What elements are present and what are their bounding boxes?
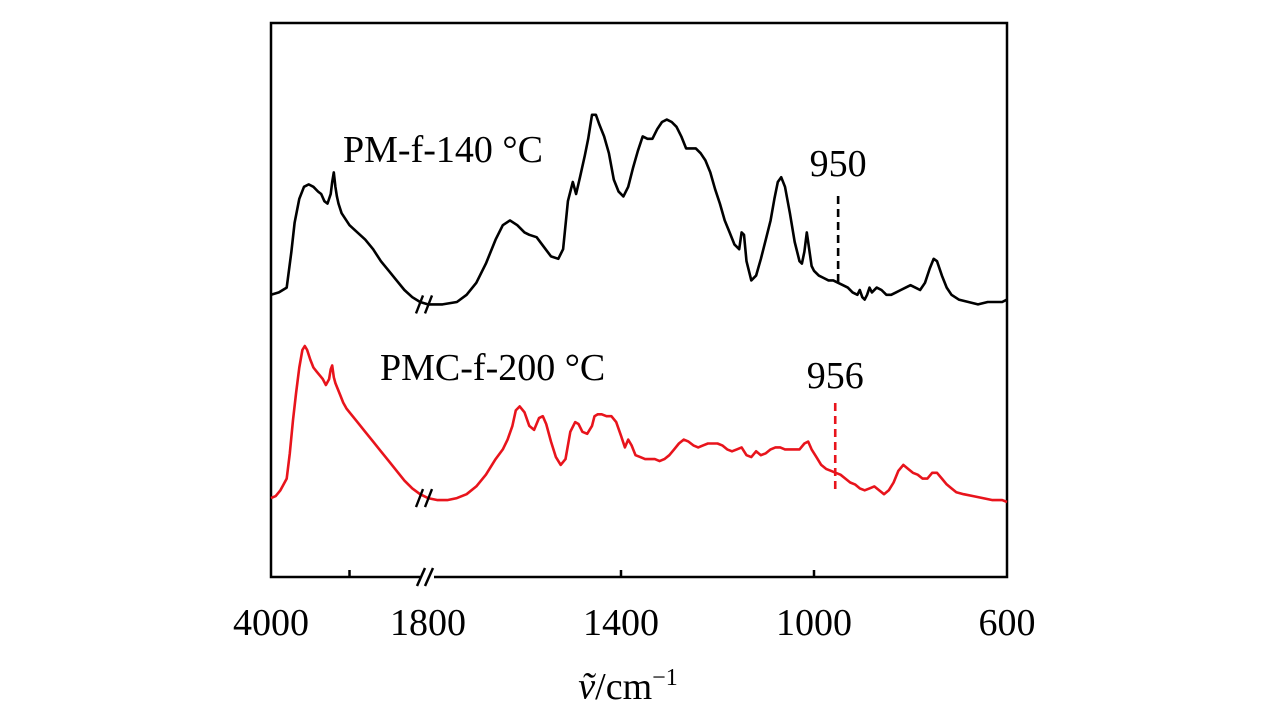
series-label-group: PM-f-140 °C PMC-f-200 °C (343, 129, 605, 389)
series-line-pmc-f-200-high (270, 344, 429, 500)
x-tick-label-600: 600 (979, 602, 1036, 644)
x-tick-group: 4000 1800 1400 1000 600 (233, 602, 1036, 644)
x-tick-label-4000: 4000 (233, 602, 309, 644)
x-axis-break-mark (423, 567, 435, 587)
series-break-mark (414, 488, 425, 508)
peak-label-956: 956 (807, 355, 864, 397)
plot-frame-group (269, 21, 1009, 587)
x-axis-title: ṽ/cm−1 (578, 665, 677, 708)
x-axis-symbol: ṽ (578, 666, 596, 708)
annotation-group: 950 956 (807, 143, 867, 493)
series-break-mark (423, 488, 434, 508)
series-line-pm-f-140-low (428, 113, 1008, 306)
peak-label-950: 950 (810, 143, 867, 185)
series-line-pmc-f-200-low (427, 405, 1008, 504)
series-label-pm-f-140: PM-f-140 °C (343, 129, 543, 171)
x-axis-unit: /cm (595, 666, 652, 708)
x-tick-label-1800: 1800 (390, 602, 466, 644)
series-break-mark (414, 294, 425, 314)
series-group (270, 113, 1008, 508)
series-line-pm-f-140-high (270, 171, 429, 306)
x-tick-label-1400: 1400 (583, 602, 659, 644)
x-tick-label-1000: 1000 (776, 602, 852, 644)
series-break-mark (423, 294, 434, 314)
plot-frame (269, 21, 1009, 579)
x-axis-break-mark (415, 567, 427, 587)
series-label-pmc-f-200: PMC-f-200 °C (380, 347, 605, 389)
x-axis-exponent: −1 (652, 665, 678, 691)
